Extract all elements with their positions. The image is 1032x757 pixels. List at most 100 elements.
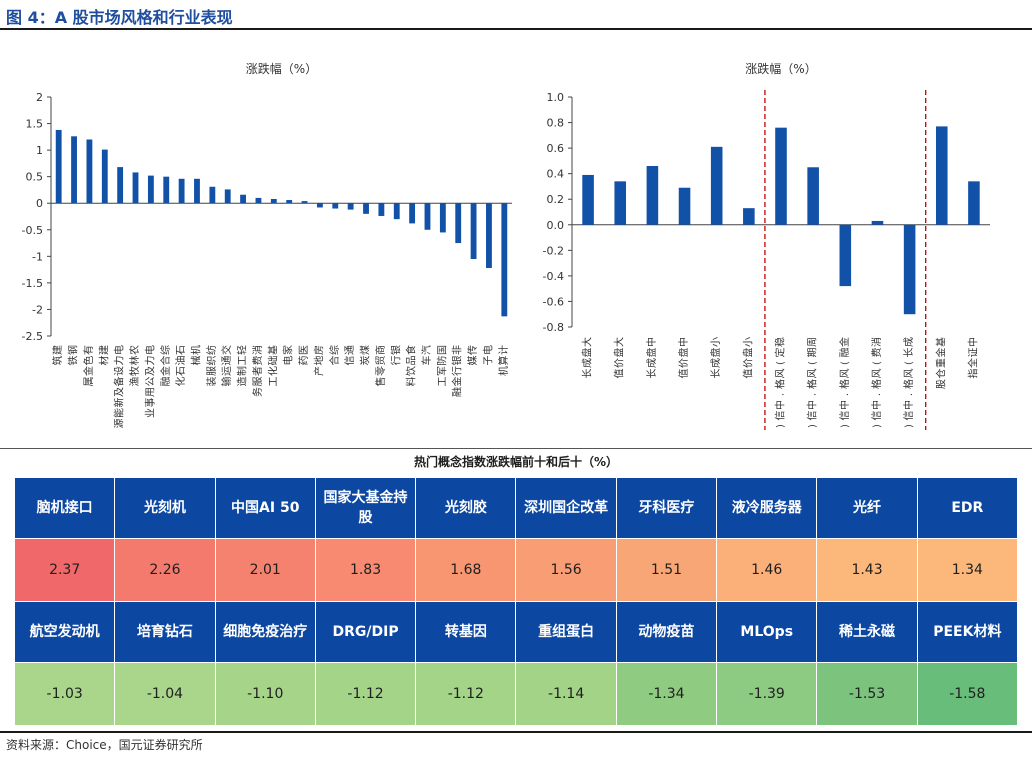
industry-chart: 涨跌幅（%）21.510.50-0.5-1-1.5-2-2.5建筑钢铁有色金属建… <box>22 61 512 429</box>
y-tick-label: 0.8 <box>547 117 565 130</box>
svg-text:公: 公 <box>145 377 156 387</box>
hot-concept-table: 脑机接口 光刻机 中国AI 50 国家大基金持股 光刻胶 深圳国企改革 牙科医疗… <box>13 477 1019 726</box>
category-label: 医药 <box>298 345 310 366</box>
y-tick-label: -1 <box>32 250 43 263</box>
bar <box>117 167 124 204</box>
svg-text:合: 合 <box>159 356 172 366</box>
bar <box>316 203 323 208</box>
bar <box>332 203 339 209</box>
svg-text:小: 小 <box>710 337 722 347</box>
svg-text:期: 期 <box>807 348 819 358</box>
svg-text:建: 建 <box>51 345 64 355</box>
bottom-concept-value: -1.53 <box>816 662 918 726</box>
category-label: 周期 (风格. 中信) <box>806 337 819 428</box>
svg-text:周: 周 <box>807 337 819 347</box>
bar <box>470 203 477 259</box>
y-tick-label: -2 <box>32 303 43 316</box>
bar <box>163 176 170 204</box>
svg-text:通: 通 <box>344 345 356 355</box>
svg-text:消: 消 <box>870 337 883 347</box>
svg-text:长: 长 <box>646 369 658 379</box>
svg-text:机: 机 <box>497 366 510 376</box>
table-title: 热门概念指数涨跌幅前十和后十（%） <box>413 455 619 469</box>
category-label: 房地产 <box>312 345 325 376</box>
bottom-concept-name: 转基因 <box>415 601 517 663</box>
bottom-concept-name: 细胞免疫治疗 <box>214 601 316 663</box>
y-tick-label: -0.8 <box>543 321 564 334</box>
y-tick-label: -0.4 <box>543 270 564 283</box>
y-tick-label: 1.5 <box>26 118 44 131</box>
category-label: 钢铁 <box>67 345 80 366</box>
svg-text:金: 金 <box>451 377 464 387</box>
svg-text:筑: 筑 <box>51 356 64 366</box>
svg-text:运: 运 <box>221 366 233 376</box>
svg-text:信: 信 <box>344 356 356 366</box>
bottom-concept-value: -1.34 <box>615 662 718 726</box>
bar <box>301 201 308 204</box>
svg-text:炭: 炭 <box>360 356 372 366</box>
svg-text:合: 合 <box>328 356 341 366</box>
svg-text:银: 银 <box>389 345 402 355</box>
svg-text:料: 料 <box>405 377 418 387</box>
svg-text:中: 中 <box>870 400 883 410</box>
bottom-concept-name: 培育钻石 <box>114 601 216 663</box>
top-concept-name: 光刻机 <box>114 477 216 539</box>
svg-text:格: 格 <box>838 379 851 389</box>
svg-text:融: 融 <box>839 348 851 358</box>
svg-text:化: 化 <box>266 366 279 376</box>
y-tick-label: -0.5 <box>22 224 43 237</box>
svg-text:): ) <box>808 424 819 428</box>
bottom-concept-name: PEEK材料 <box>916 601 1019 663</box>
bar <box>486 203 492 269</box>
bar <box>71 136 77 204</box>
svg-text:费: 费 <box>870 348 883 358</box>
category-label: 传媒 <box>467 345 479 366</box>
svg-text:): ) <box>776 424 787 428</box>
svg-text:): ) <box>840 424 851 428</box>
bar <box>839 224 852 287</box>
category-label: 汽车 <box>420 345 433 366</box>
svg-text:行: 行 <box>451 366 464 376</box>
svg-text:林: 林 <box>128 356 141 366</box>
bar <box>209 186 216 204</box>
bottom-name-row: 航空发动机 培育钻石 细胞免疫治疗 DRG/DIP 转基因 重组蛋白 动物疫苗 … <box>13 601 1019 663</box>
category-label: 成长 (风格. 中信) <box>902 337 915 428</box>
category-label: 银行 <box>389 345 402 366</box>
svg-text:能: 能 <box>113 408 126 418</box>
svg-text:制: 制 <box>236 366 249 376</box>
svg-text:计: 计 <box>497 345 510 355</box>
bottom-concept-name: 稀土永磁 <box>816 601 918 663</box>
y-tick-label: 0.0 <box>547 219 565 232</box>
svg-text:房: 房 <box>312 345 325 355</box>
figure-title: 图 4：A 股市场风格和行业表现 <box>6 8 233 27</box>
svg-text:盘: 盘 <box>645 348 658 358</box>
svg-text:车: 车 <box>420 356 433 366</box>
svg-text:食: 食 <box>405 345 418 355</box>
top-value-row: 2.37 2.26 2.01 1.83 1.68 1.56 1.51 1.46 … <box>13 538 1019 602</box>
svg-text:值: 值 <box>741 369 754 379</box>
svg-text:消: 消 <box>251 345 264 355</box>
svg-text:国: 国 <box>436 345 448 355</box>
svg-text:.: . <box>776 393 787 396</box>
svg-text:军: 军 <box>436 366 448 376</box>
category-label: 消费 (风格. 中信) <box>870 337 883 428</box>
svg-text:电: 电 <box>282 356 295 366</box>
svg-text:饮: 饮 <box>405 366 418 376</box>
bottom-concept-value: -1.10 <box>214 662 316 726</box>
svg-text:融: 融 <box>452 387 464 397</box>
bar <box>378 203 385 216</box>
svg-text:风: 风 <box>775 369 787 379</box>
svg-text:信: 信 <box>807 411 819 421</box>
svg-text:股: 股 <box>935 379 947 389</box>
bar <box>255 197 262 204</box>
bar <box>132 172 139 204</box>
svg-text:石: 石 <box>176 345 187 355</box>
y-tick-label: 2 <box>36 91 43 104</box>
